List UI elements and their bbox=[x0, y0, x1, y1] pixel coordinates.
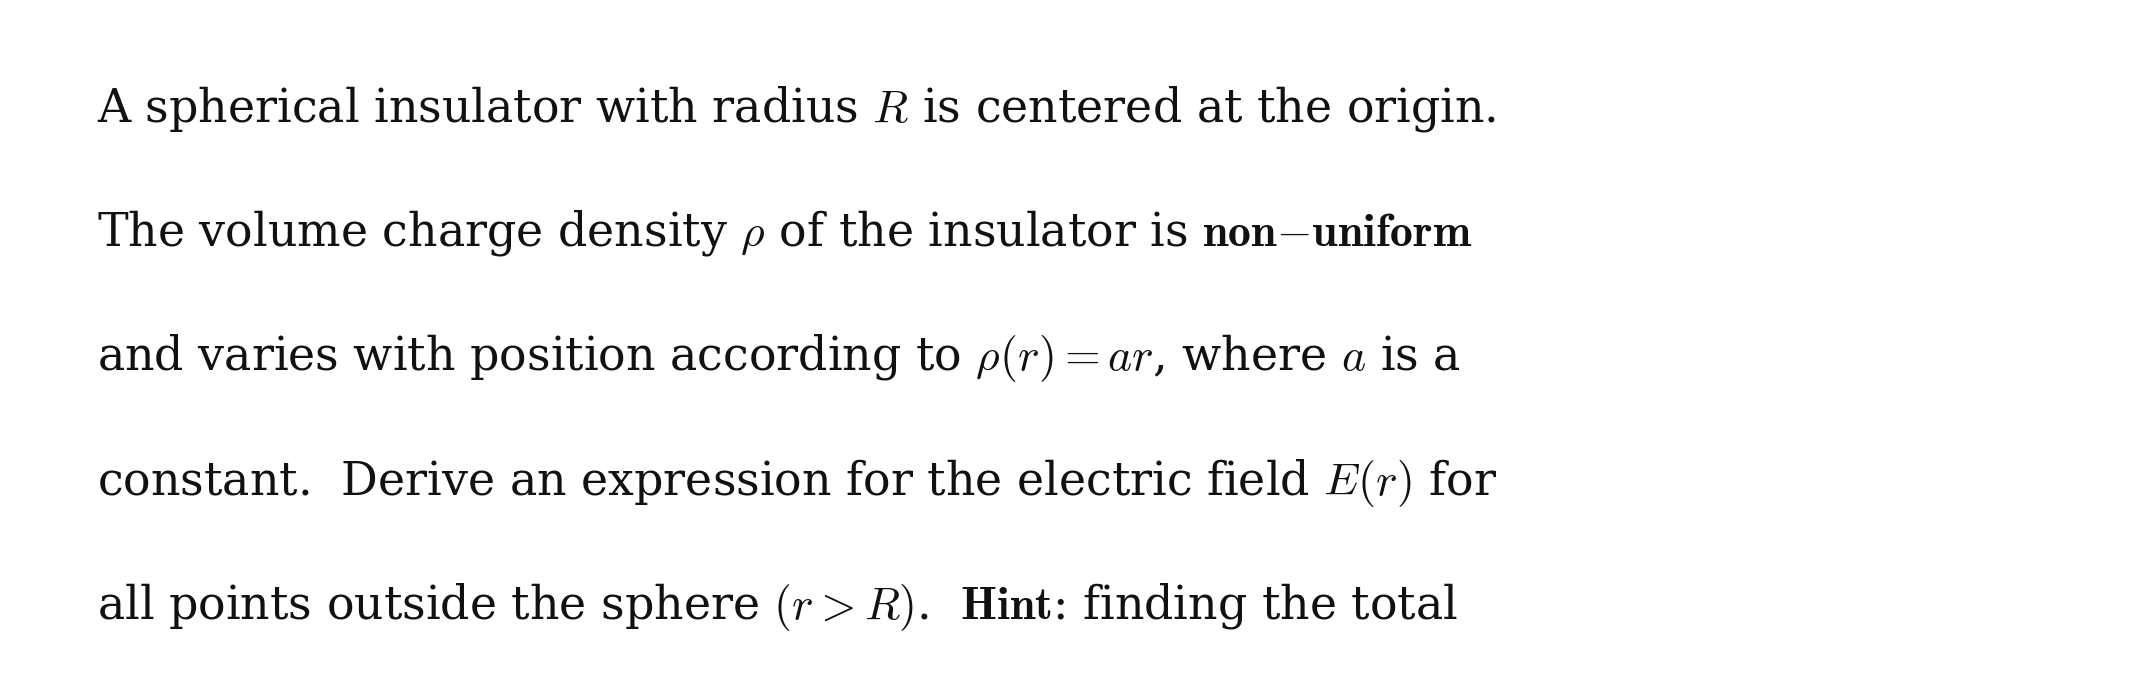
Text: A spherical insulator with radius $R$ is centered at the origin.: A spherical insulator with radius $R$ is… bbox=[97, 84, 1496, 134]
Text: The volume charge density $\rho$ of the insulator is $\mathbf{non{-}uniform}$: The volume charge density $\rho$ of the … bbox=[97, 208, 1473, 258]
Text: and varies with position according to $\rho(r) = ar$, where $a$ is a: and varies with position according to $\… bbox=[97, 332, 1460, 384]
Text: all points outside the sphere $(r > R)$.  $\mathbf{Hint}$: finding the total: all points outside the sphere $(r > R)$.… bbox=[97, 581, 1458, 633]
Text: constant.  Derive an expression for the electric field $E(r)$ for: constant. Derive an expression for the e… bbox=[97, 457, 1496, 509]
